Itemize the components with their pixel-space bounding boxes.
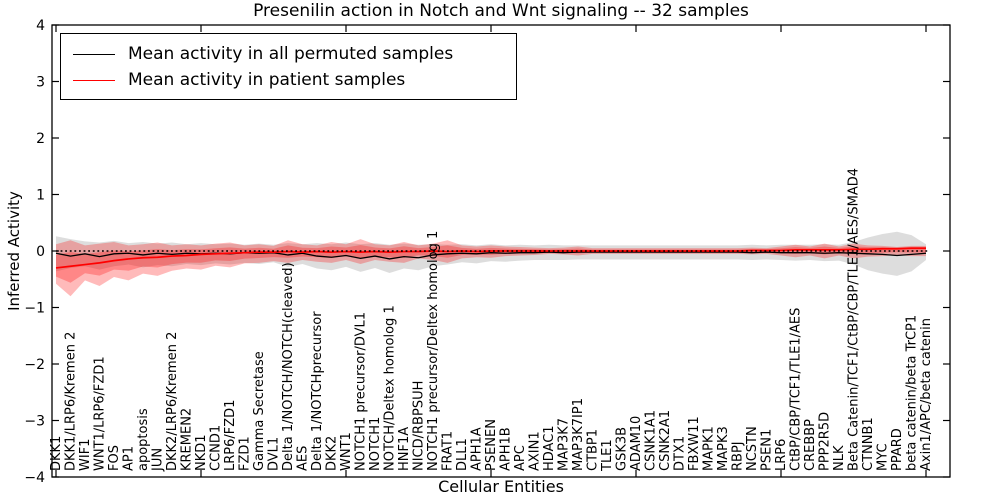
x-category-label: WIF1 xyxy=(78,439,93,471)
x-category-label: NLK xyxy=(832,445,847,471)
x-category-label: Gamma Secretase xyxy=(252,351,267,471)
y-tick-label: −3 xyxy=(24,414,45,430)
x-category-label: RBPJ xyxy=(731,441,746,471)
x-category-label: APH1A xyxy=(470,427,485,471)
y-tick-label: −4 xyxy=(24,470,45,486)
x-category-label: beta catenin/beta TrCP1 xyxy=(905,315,920,471)
x-category-label: MAPK3 xyxy=(716,426,731,471)
x-category-label: CTNNB1 xyxy=(861,417,876,471)
x-category-label: MAPK1 xyxy=(702,426,717,471)
x-category-label: TLE1 xyxy=(600,439,615,472)
x-category-label: APH1B xyxy=(499,427,514,471)
x-category-label: GSK3B xyxy=(615,427,630,471)
legend-item-patient: Mean activity in patient samples xyxy=(73,67,516,93)
x-category-label: DKK2/LRP6/Kremen 2 xyxy=(165,332,180,471)
x-category-label: CCND1 xyxy=(209,425,224,471)
x-category-label: ADAM10 xyxy=(629,416,644,471)
x-category-label: FZD1 xyxy=(238,436,253,471)
x-category-label: HNF1A xyxy=(397,427,412,471)
y-tick-label: 0 xyxy=(36,244,45,260)
patient-band-outer xyxy=(56,239,926,297)
legend-line-sample-black xyxy=(73,53,115,55)
chart-title: Presenilin action in Notch and Wnt signa… xyxy=(253,1,749,21)
patient-band-inner xyxy=(56,244,926,283)
series-lines-layer xyxy=(55,247,927,269)
axes-frame-layer xyxy=(51,24,951,478)
x-category-label: NKD1 xyxy=(194,434,209,471)
x-category-label: FOS xyxy=(107,445,122,471)
x-category-label: CtBP/CBP/TCF1/TLE1/AES xyxy=(789,308,804,471)
x-category-label: NOTCH1 precursor/DVL1 xyxy=(354,312,369,471)
legend-label: Mean activity in all permuted samples xyxy=(128,44,454,64)
x-category-label: AXIN1 xyxy=(528,431,543,471)
x-category-label: PSEN1 xyxy=(760,429,775,471)
x-category-label: MAP3K7IP1 xyxy=(571,398,586,471)
x-category-label: CSNK2A1 xyxy=(658,410,673,471)
x-category-label: NICD/RBPSUH xyxy=(412,381,427,471)
legend-label: Mean activity in patient samples xyxy=(128,70,406,90)
permuted-band xyxy=(56,231,926,276)
legend-item-permuted: Mean activity in all permuted samples xyxy=(73,41,516,67)
x-category-label: Axin1/APC/beta catenin xyxy=(919,318,934,471)
x-category-label: WNT1 xyxy=(339,432,354,471)
x-category-labels-layer: DKK1 DKK1/LRP6/Kremen 2 WIF1 WNT1/LRP6/FZD1… xyxy=(49,168,934,472)
x-category-label: DKK2 xyxy=(325,436,340,471)
x-category-label: AES xyxy=(296,446,311,471)
x-category-label: LRP6/FZD1 xyxy=(223,400,238,471)
x-category-label: FRAT1 xyxy=(441,431,456,471)
x-category-label: NOTCH/Deltex homolog 1 xyxy=(383,305,398,471)
x-category-label: PPARD xyxy=(890,428,905,471)
x-category-label: PPP2R5D xyxy=(818,412,833,471)
y-tick-label: −2 xyxy=(24,357,45,373)
x-category-label: DKK1/LRP6/Kremen 2 xyxy=(64,332,79,471)
x-category-label: MAP3K7 xyxy=(557,418,572,471)
y-tick-label: 3 xyxy=(36,75,45,91)
x-category-label: LRP6 xyxy=(774,439,789,471)
x-category-label: HDAC1 xyxy=(542,425,557,471)
y-axis-label: Inferred Activity xyxy=(5,191,23,311)
x-category-label: MYC xyxy=(876,443,891,471)
y-tick-label: 1 xyxy=(36,188,45,204)
legend: Mean activity in all permuted samples Me… xyxy=(60,33,517,100)
x-category-label: NOTCH1 precursor/Deltex homolog 1 xyxy=(426,231,441,471)
x-category-label: DLL1 xyxy=(455,438,470,471)
x-category-label: FBXW11 xyxy=(687,416,702,471)
x-category-label: CSNK1A1 xyxy=(644,410,659,471)
x-category-label: DTX1 xyxy=(673,436,688,471)
y-tick-label: 2 xyxy=(36,131,45,147)
x-category-label: CTBP1 xyxy=(586,429,601,471)
x-category-label: Beta Catenin/TCF1/CtBP/CBP/TLE1/AES/SMAD… xyxy=(847,168,862,471)
x-category-label: PSENEN xyxy=(484,419,499,471)
x-category-label: DKK1 xyxy=(49,436,64,471)
patient-mean-line xyxy=(55,247,926,269)
x-category-label: NOTCH1 xyxy=(368,417,383,471)
y-tick-labels-layer: 4 3 2 1 0 −1 −2 −3 −4 xyxy=(24,18,45,486)
x-axis-label: Cellular Entities xyxy=(438,477,564,496)
x-category-label: JUN xyxy=(151,448,166,472)
x-category-label: WNT1/LRP6/FZD1 xyxy=(93,356,108,471)
x-category-label: NCSTN xyxy=(745,426,760,471)
x-category-label: DVL1 xyxy=(267,437,282,471)
y-tick-label: −1 xyxy=(24,301,45,317)
x-category-label: AP1 xyxy=(122,446,137,471)
x-category-label: CREBBP xyxy=(803,419,818,471)
x-category-label: Delta 1/NOTCH/NOTCH(cleaved) xyxy=(281,262,296,471)
y-tick-label: 4 xyxy=(36,18,45,34)
x-category-label: Delta 1/NOTCHprecursor xyxy=(310,311,325,471)
legend-line-sample-red xyxy=(73,79,115,81)
x-category-label: KREMEN2 xyxy=(180,408,195,471)
confidence-bands-layer xyxy=(56,231,926,297)
x-category-label: APC xyxy=(513,445,528,471)
x-category-label: apoptosis xyxy=(136,408,151,471)
